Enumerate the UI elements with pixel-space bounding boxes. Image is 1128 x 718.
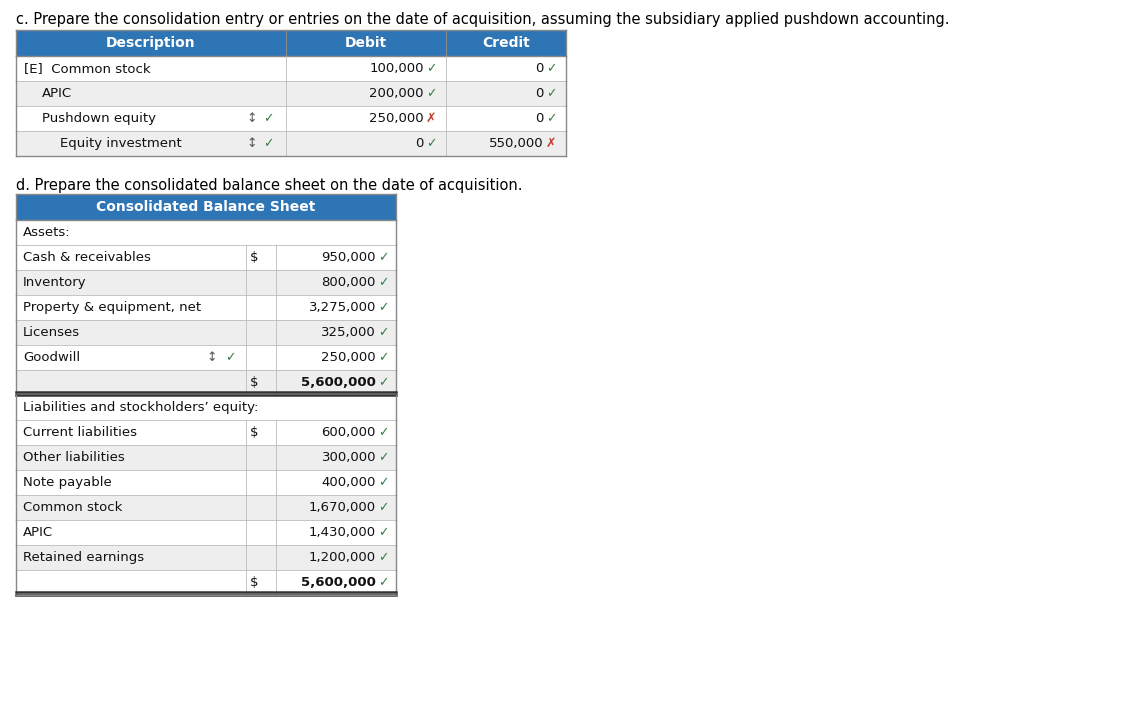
Text: Credit: Credit <box>482 36 530 50</box>
Text: ✓: ✓ <box>378 551 388 564</box>
Bar <box>16 320 396 345</box>
Text: ✓: ✓ <box>546 112 556 125</box>
Bar <box>16 56 566 81</box>
Text: ✓: ✓ <box>378 351 388 364</box>
Text: Description: Description <box>106 36 196 50</box>
Text: Consolidated Balance Sheet: Consolidated Balance Sheet <box>96 200 316 214</box>
Bar <box>16 570 396 595</box>
Text: 800,000: 800,000 <box>321 276 376 289</box>
Text: ✓: ✓ <box>224 351 236 364</box>
Text: ✓: ✓ <box>378 276 388 289</box>
Text: 5,600,000: 5,600,000 <box>301 576 376 589</box>
Text: c. Prepare the consolidation entry or entries on the date of acquisition, assumi: c. Prepare the consolidation entry or en… <box>16 12 950 27</box>
Text: Assets:: Assets: <box>23 226 71 239</box>
Text: ✓: ✓ <box>378 501 388 514</box>
Text: Note payable: Note payable <box>23 476 112 489</box>
Bar <box>16 395 396 420</box>
Text: 1,200,000: 1,200,000 <box>309 551 376 564</box>
Text: Retained earnings: Retained earnings <box>23 551 144 564</box>
Text: ✓: ✓ <box>263 137 273 150</box>
Text: ✗: ✗ <box>546 137 556 150</box>
Text: 550,000: 550,000 <box>490 137 544 150</box>
Text: ✓: ✓ <box>426 87 437 100</box>
Text: ✓: ✓ <box>378 576 388 589</box>
Text: ✗: ✗ <box>426 112 437 125</box>
Text: ✓: ✓ <box>378 301 388 314</box>
Text: 400,000: 400,000 <box>321 476 376 489</box>
Text: Cash & receivables: Cash & receivables <box>23 251 151 264</box>
Text: Property & equipment, net: Property & equipment, net <box>23 301 201 314</box>
Text: ✓: ✓ <box>426 137 437 150</box>
Text: ✓: ✓ <box>378 251 388 264</box>
Text: 1,670,000: 1,670,000 <box>309 501 376 514</box>
Bar <box>16 106 566 131</box>
Text: ↕: ↕ <box>247 137 257 150</box>
Text: Debit: Debit <box>345 36 387 50</box>
Bar <box>16 345 396 370</box>
Text: $: $ <box>250 251 258 264</box>
Bar <box>16 30 566 56</box>
Text: ✓: ✓ <box>546 87 556 100</box>
Text: 0: 0 <box>536 62 544 75</box>
Bar <box>16 470 396 495</box>
Text: Liabilities and stockholders’ equity:: Liabilities and stockholders’ equity: <box>23 401 258 414</box>
Text: ↕: ↕ <box>206 351 218 364</box>
Text: [E]  Common stock: [E] Common stock <box>24 62 151 75</box>
Text: ✓: ✓ <box>378 426 388 439</box>
Bar <box>16 194 396 220</box>
Text: 3,275,000: 3,275,000 <box>309 301 376 314</box>
Text: ✓: ✓ <box>378 451 388 464</box>
Text: $: $ <box>250 426 258 439</box>
Text: 250,000: 250,000 <box>369 112 424 125</box>
Text: Inventory: Inventory <box>23 276 87 289</box>
Text: $: $ <box>250 576 258 589</box>
Bar <box>16 520 396 545</box>
Text: 950,000: 950,000 <box>321 251 376 264</box>
Bar <box>16 370 396 395</box>
Text: 0: 0 <box>415 137 424 150</box>
Text: 600,000: 600,000 <box>321 426 376 439</box>
Text: Other liabilities: Other liabilities <box>23 451 125 464</box>
Text: APIC: APIC <box>23 526 53 539</box>
Text: $: $ <box>250 376 258 389</box>
Text: 200,000: 200,000 <box>370 87 424 100</box>
Text: Common stock: Common stock <box>23 501 122 514</box>
Text: ✓: ✓ <box>378 526 388 539</box>
Text: 250,000: 250,000 <box>321 351 376 364</box>
Text: Equity investment: Equity investment <box>60 137 182 150</box>
Text: 0: 0 <box>536 87 544 100</box>
Bar <box>16 270 396 295</box>
Text: 300,000: 300,000 <box>321 451 376 464</box>
Bar <box>16 445 396 470</box>
Text: Goodwill: Goodwill <box>23 351 80 364</box>
Text: Licenses: Licenses <box>23 326 80 339</box>
Text: 5,600,000: 5,600,000 <box>301 376 376 389</box>
Text: ✓: ✓ <box>426 62 437 75</box>
Bar <box>16 545 396 570</box>
Bar <box>16 81 566 106</box>
Bar <box>16 131 566 156</box>
Text: 325,000: 325,000 <box>321 326 376 339</box>
Bar <box>16 220 396 245</box>
Bar <box>16 295 396 320</box>
Text: ✓: ✓ <box>378 476 388 489</box>
Text: APIC: APIC <box>42 87 72 100</box>
Text: ↕: ↕ <box>247 112 257 125</box>
Text: ✓: ✓ <box>378 376 388 389</box>
Text: 0: 0 <box>536 112 544 125</box>
Text: 1,430,000: 1,430,000 <box>309 526 376 539</box>
Text: Current liabilities: Current liabilities <box>23 426 136 439</box>
Bar <box>16 420 396 445</box>
Text: ✓: ✓ <box>378 326 388 339</box>
Bar <box>16 495 396 520</box>
Text: d. Prepare the consolidated balance sheet on the date of acquisition.: d. Prepare the consolidated balance shee… <box>16 178 522 193</box>
Bar <box>16 245 396 270</box>
Text: Pushdown equity: Pushdown equity <box>42 112 156 125</box>
Text: ✓: ✓ <box>546 62 556 75</box>
Text: 100,000: 100,000 <box>370 62 424 75</box>
Text: ✓: ✓ <box>263 112 273 125</box>
